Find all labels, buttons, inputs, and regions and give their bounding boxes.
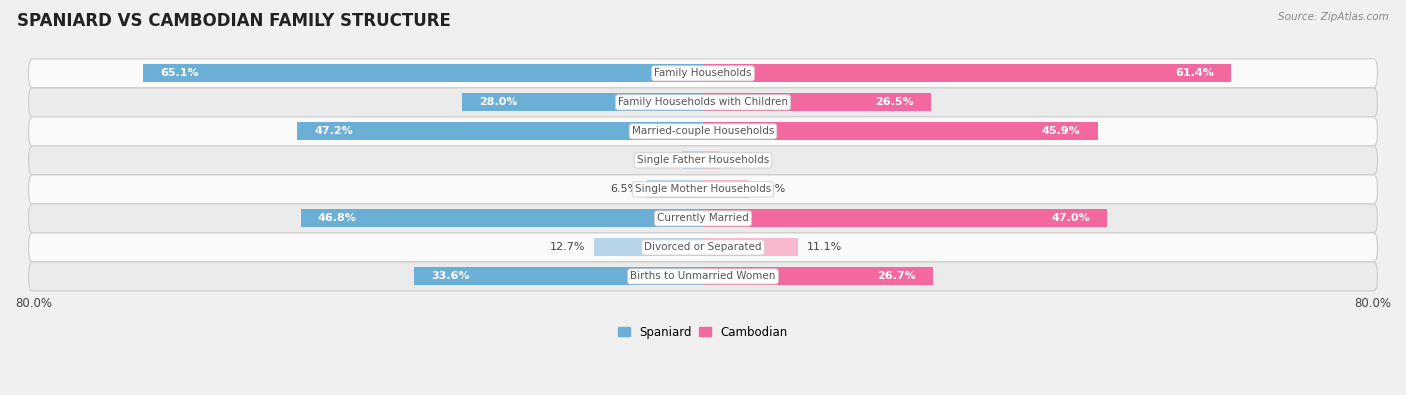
Bar <box>647 181 703 198</box>
Bar <box>682 151 703 169</box>
Bar <box>301 209 703 228</box>
Text: Single Father Households: Single Father Households <box>637 155 769 166</box>
Bar <box>703 64 1232 82</box>
Bar <box>593 239 703 256</box>
Text: 12.7%: 12.7% <box>550 243 585 252</box>
FancyBboxPatch shape <box>28 146 1378 175</box>
Bar <box>703 151 720 169</box>
Text: 47.0%: 47.0% <box>1052 213 1090 224</box>
Text: 80.0%: 80.0% <box>1354 297 1391 310</box>
Text: 6.5%: 6.5% <box>610 184 638 194</box>
Text: 65.1%: 65.1% <box>160 68 200 78</box>
FancyBboxPatch shape <box>28 59 1378 88</box>
Text: 28.0%: 28.0% <box>479 98 517 107</box>
Text: Currently Married: Currently Married <box>657 213 749 224</box>
FancyBboxPatch shape <box>28 204 1378 233</box>
Bar <box>297 122 703 140</box>
Bar <box>703 267 932 286</box>
FancyBboxPatch shape <box>28 262 1378 291</box>
Bar <box>703 209 1107 228</box>
Text: 46.8%: 46.8% <box>318 213 357 224</box>
Bar <box>703 122 1098 140</box>
Legend: Spaniard, Cambodian: Spaniard, Cambodian <box>614 322 792 342</box>
Text: Family Households: Family Households <box>654 68 752 78</box>
Text: Divorced or Separated: Divorced or Separated <box>644 243 762 252</box>
Text: 2.5%: 2.5% <box>644 155 673 166</box>
FancyBboxPatch shape <box>28 233 1378 262</box>
Text: 26.7%: 26.7% <box>877 271 915 281</box>
Text: Births to Unmarried Women: Births to Unmarried Women <box>630 271 776 281</box>
Text: Married-couple Households: Married-couple Households <box>631 126 775 136</box>
Text: 2.0%: 2.0% <box>728 155 758 166</box>
Bar <box>143 64 703 82</box>
FancyBboxPatch shape <box>28 117 1378 146</box>
Text: 45.9%: 45.9% <box>1042 126 1081 136</box>
Bar <box>463 93 703 111</box>
Text: SPANIARD VS CAMBODIAN FAMILY STRUCTURE: SPANIARD VS CAMBODIAN FAMILY STRUCTURE <box>17 12 451 30</box>
Text: Family Households with Children: Family Households with Children <box>619 98 787 107</box>
Bar <box>703 239 799 256</box>
Text: 80.0%: 80.0% <box>15 297 52 310</box>
Text: 61.4%: 61.4% <box>1175 68 1213 78</box>
FancyBboxPatch shape <box>28 175 1378 204</box>
Text: 47.2%: 47.2% <box>315 126 353 136</box>
Bar <box>703 181 748 198</box>
Bar <box>703 93 931 111</box>
Text: 26.5%: 26.5% <box>875 98 914 107</box>
FancyBboxPatch shape <box>28 88 1378 117</box>
Text: Source: ZipAtlas.com: Source: ZipAtlas.com <box>1278 12 1389 22</box>
Text: 33.6%: 33.6% <box>432 271 470 281</box>
Text: 5.3%: 5.3% <box>758 184 786 194</box>
Text: 11.1%: 11.1% <box>807 243 842 252</box>
Bar <box>413 267 703 286</box>
Text: Single Mother Households: Single Mother Households <box>636 184 770 194</box>
